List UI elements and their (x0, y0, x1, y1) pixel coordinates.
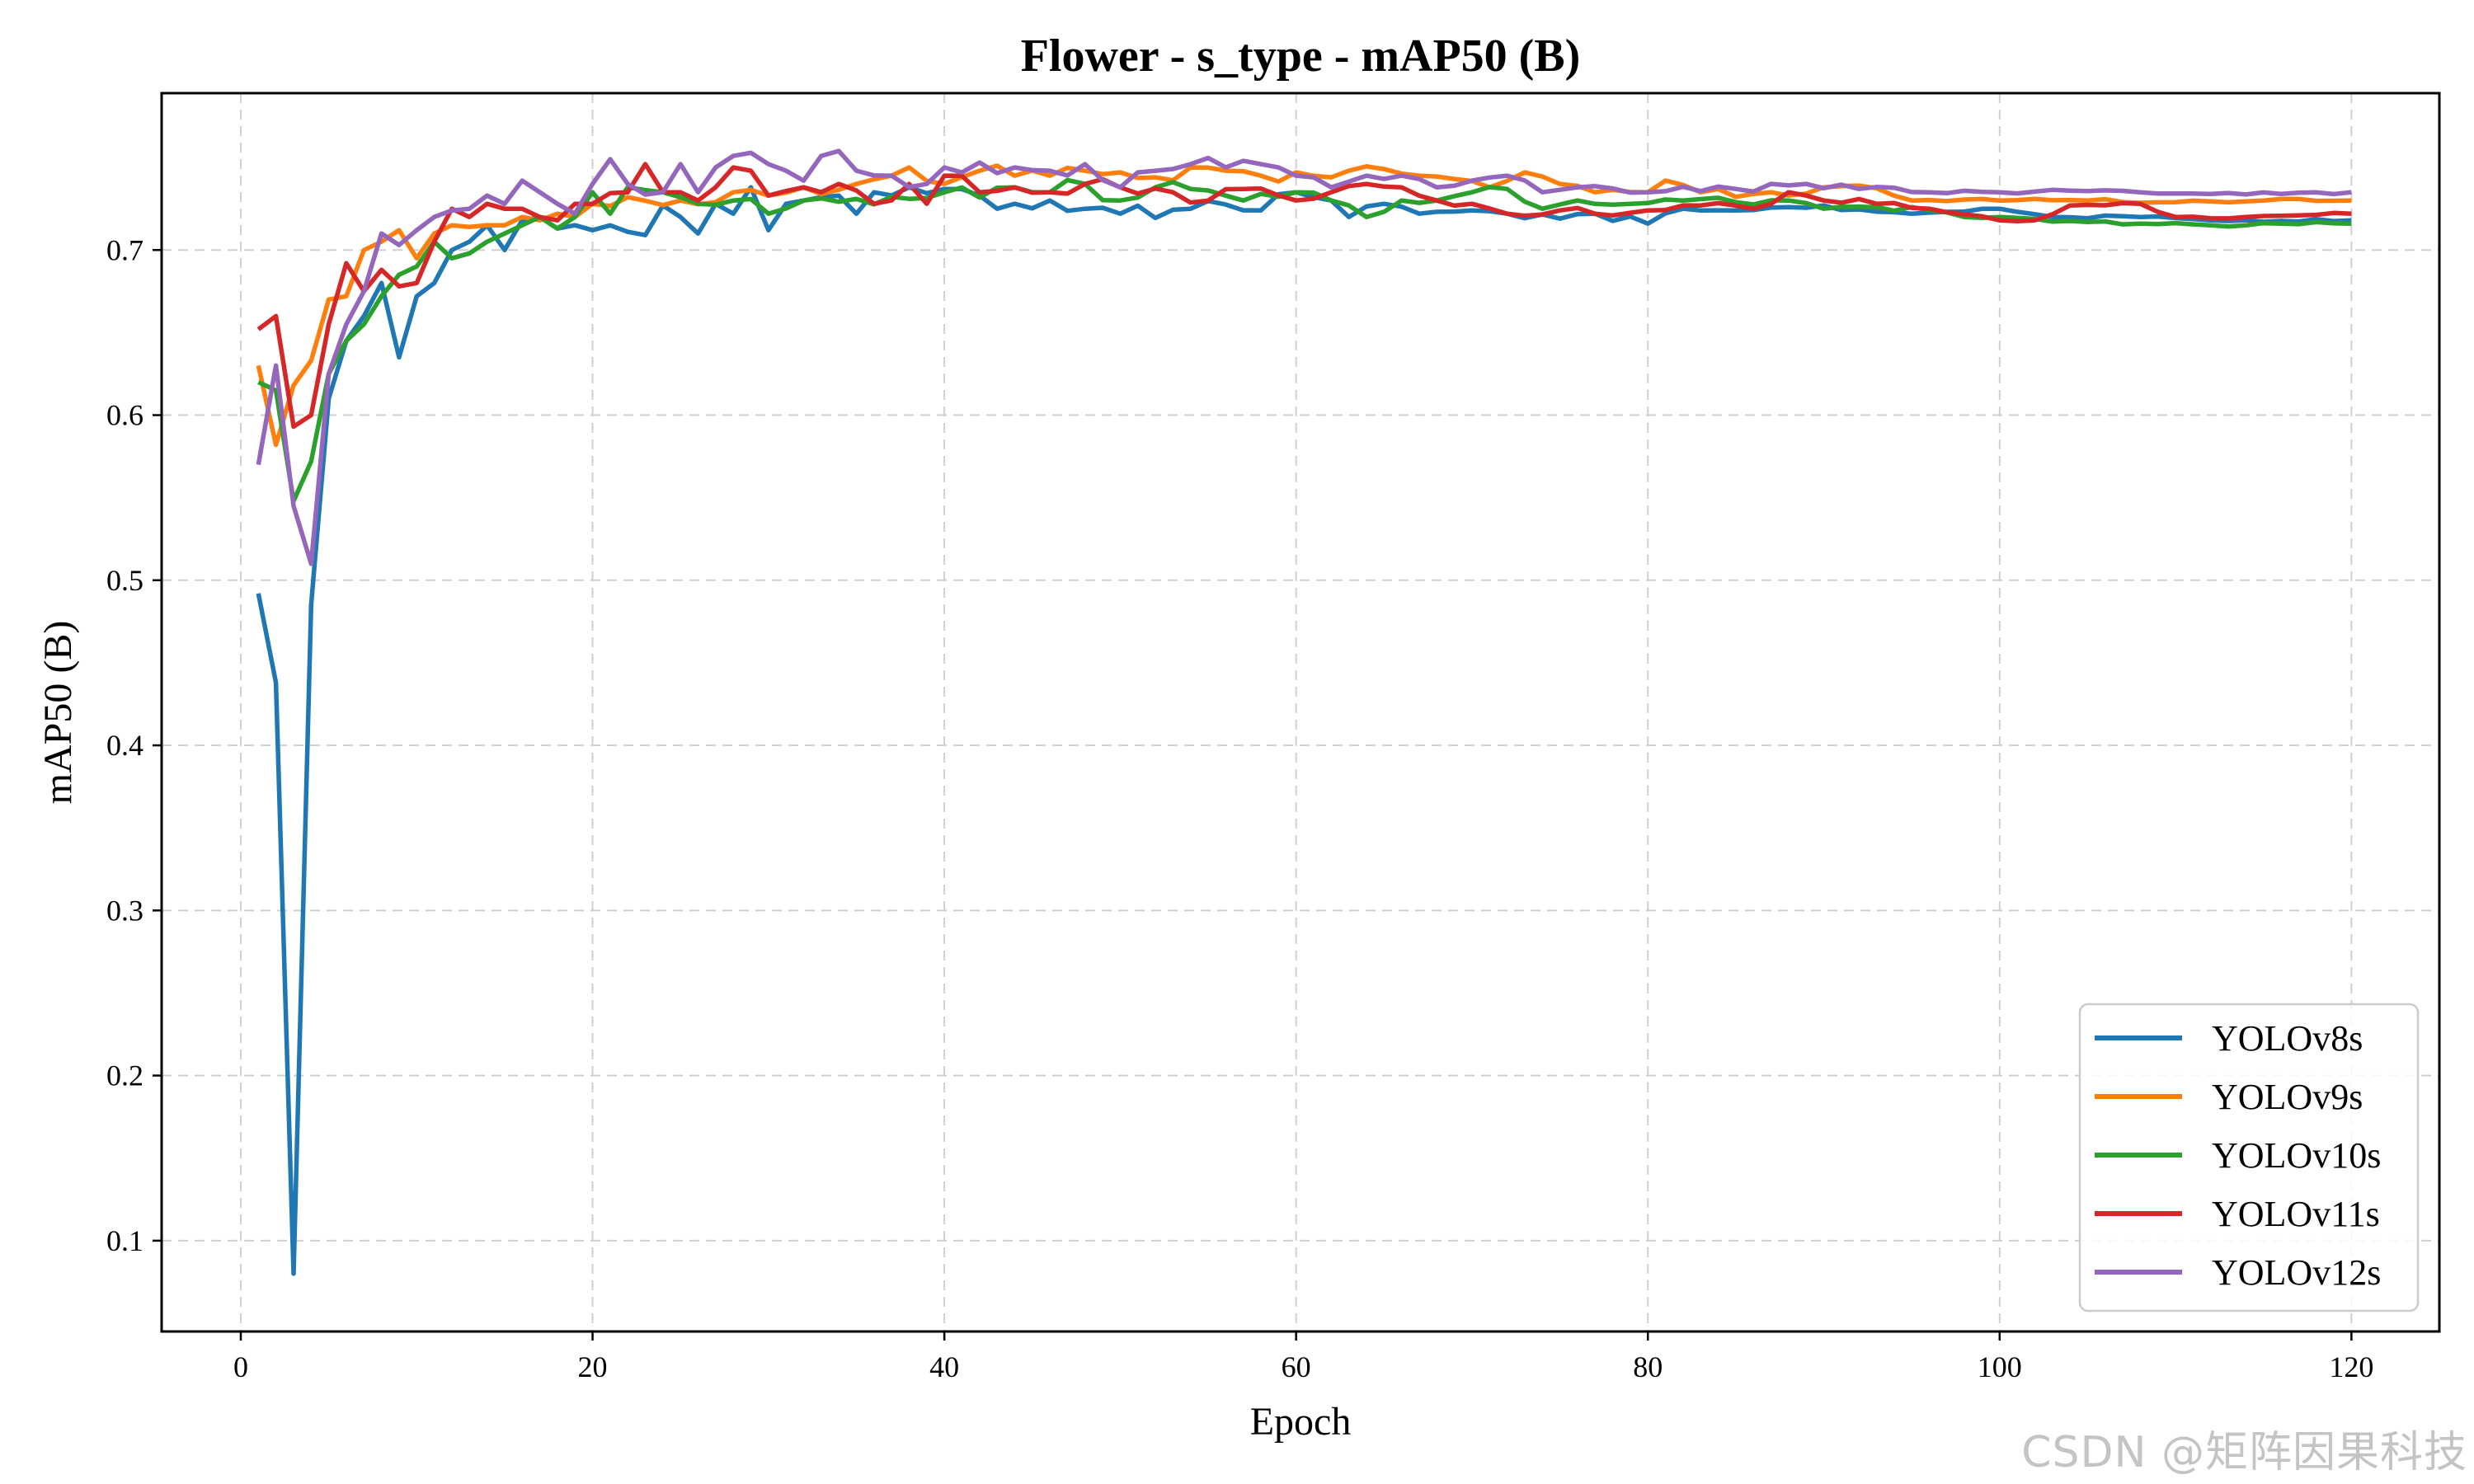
series-lines (256, 148, 2352, 1276)
legend-label: YOLOv9s (2212, 1077, 2363, 1117)
plot-frame (160, 92, 2441, 1333)
series-line-yolov9s (256, 163, 2352, 448)
x-axis-label: Epoch (1250, 1400, 1352, 1444)
x-tick-label: 80 (1633, 1350, 1663, 1383)
x-tick-label: 60 (1282, 1350, 1311, 1383)
x-tick-label: 40 (929, 1350, 959, 1383)
x-tick-label: 20 (578, 1350, 608, 1383)
y-axis-label: mAP50 (B) (36, 621, 80, 805)
y-tick-label: 0.7 (106, 233, 143, 266)
grid (162, 93, 2439, 1331)
legend-label: YOLOv8s (2212, 1018, 2363, 1059)
legend-frame (2078, 1003, 2420, 1313)
legend-label: YOLOv10s (2212, 1135, 2381, 1176)
series-line-yolov8s (256, 185, 2352, 1276)
x-tick-label: 0 (233, 1350, 248, 1383)
y-tick-label: 0.2 (106, 1059, 143, 1092)
series-line-yolov12s (256, 148, 2352, 566)
y-tick-label: 0.1 (106, 1224, 143, 1257)
legend-label: YOLOv12s (2212, 1252, 2381, 1293)
watermark: CSDN @矩阵因果科技 (2021, 1428, 2467, 1477)
legend: YOLOv8s YOLOv9s YOLOv10s YOLOv11s YOLOv12s (2078, 1003, 2420, 1313)
series-line-yolov10s (257, 177, 2352, 504)
chart-title: Flower - s_type - mAP50 (B) (1021, 31, 1581, 82)
y-tick-label: 0.4 (106, 729, 143, 762)
axis-ticks: 0 20 40 60 80 100 120 0.1 0.2 0.3 0.4 0.5 0.6 0.7 (106, 233, 2373, 1383)
y-tick-label: 0.3 (106, 894, 143, 927)
x-tick-label: 120 (2329, 1350, 2373, 1383)
y-tick-label: 0.6 (106, 399, 143, 432)
x-tick-label: 100 (1978, 1350, 2022, 1383)
series-line-yolov11s (256, 162, 2352, 430)
y-tick-label: 0.5 (106, 564, 143, 597)
legend-label: YOLOv11s (2212, 1194, 2380, 1234)
